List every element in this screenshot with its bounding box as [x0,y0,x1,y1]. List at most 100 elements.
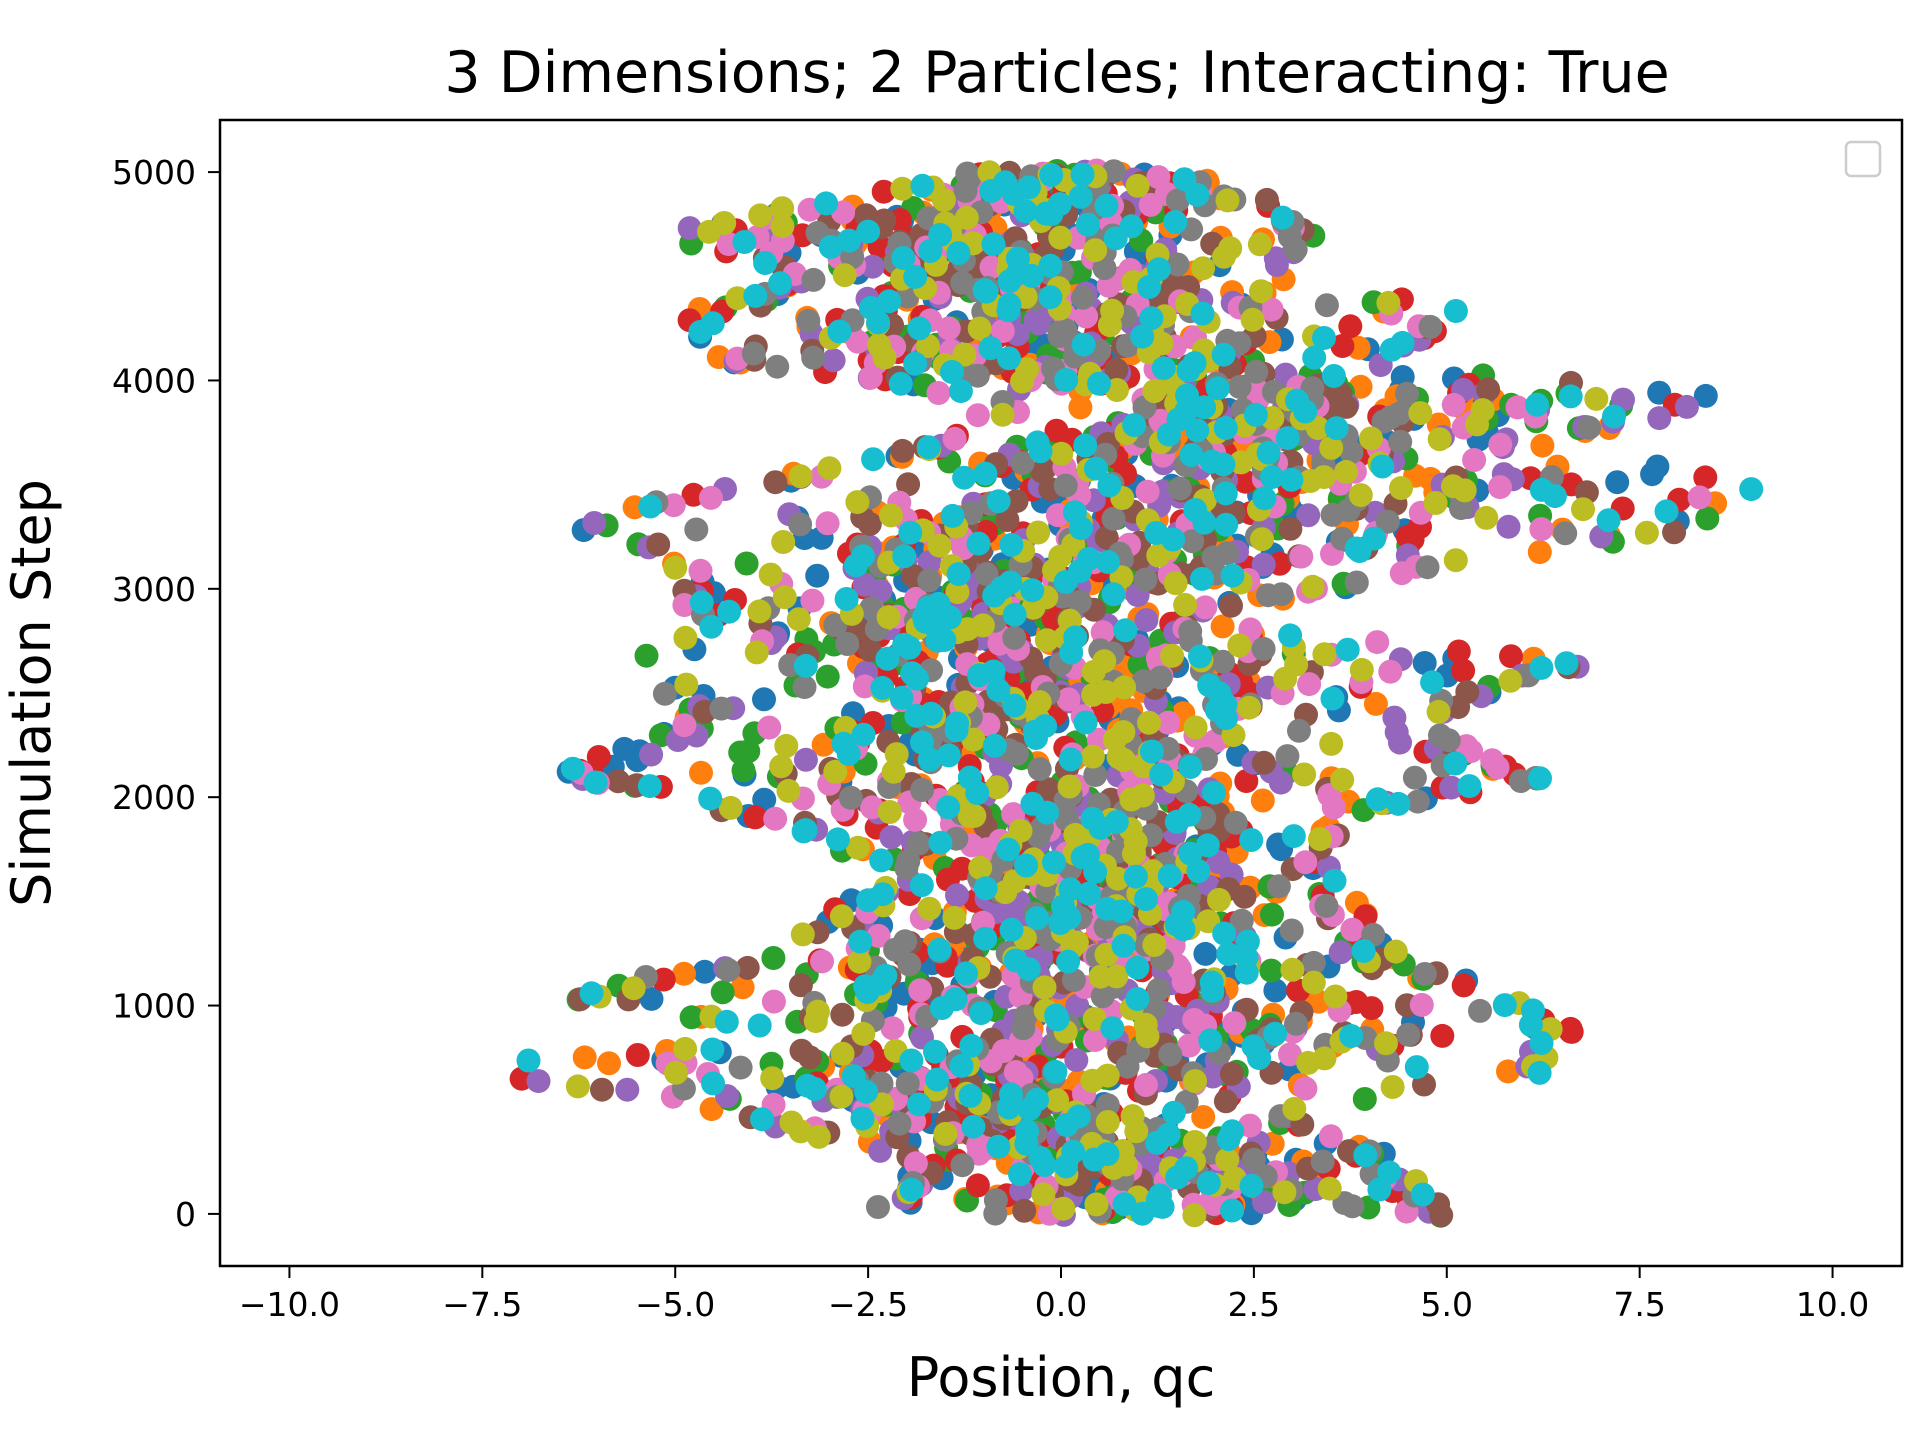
data-point [1171,899,1196,924]
data-point [1012,1198,1037,1223]
data-point [925,1067,950,1092]
data-point [997,346,1021,371]
data-point [761,989,786,1014]
data-point [1249,279,1273,304]
data-point [877,800,902,824]
data-point [793,818,818,843]
data-point [1301,970,1326,995]
data-point [1013,1004,1038,1029]
y-tick-label: 1000 [112,987,196,1026]
data-point [1320,686,1345,711]
data-point [586,745,611,769]
data-point [851,1021,876,1046]
data-point [790,922,815,947]
data-point [1146,165,1171,190]
data-point [867,333,891,358]
data-point [1025,906,1050,931]
data-point [818,235,843,259]
data-point [1092,649,1117,674]
data-point [1496,1059,1520,1084]
data-point [943,987,968,1012]
data-point [1662,520,1687,545]
data-point [1317,1176,1342,1201]
data-point [806,1124,831,1149]
data-point [1004,489,1029,514]
data-point [1529,477,1554,502]
data-point [835,632,860,656]
data-point [1182,1007,1207,1032]
y-tick-label: 2000 [112,778,196,817]
data-point [928,222,953,247]
data-point [1674,394,1699,419]
data-point [1213,416,1238,440]
data-point [1370,454,1395,479]
data-point [946,241,971,266]
data-point [1157,864,1182,888]
data-point [1383,939,1408,964]
data-point [847,949,872,974]
data-point [1220,1119,1245,1144]
data-point [516,1048,541,1073]
data-point [1605,470,1630,495]
data-point [1158,1042,1183,1067]
data-point [910,778,935,802]
data-point [1529,655,1554,680]
data-point [1402,765,1427,790]
data-point [889,685,914,710]
data-point [1427,427,1452,452]
data-point [1093,915,1118,940]
data-point [1070,162,1095,187]
data-point [1297,672,1322,697]
data-point [1330,767,1355,792]
data-point [1095,550,1120,574]
data-point [936,743,961,768]
data-point [871,179,896,204]
data-point [1165,252,1190,277]
data-point [1151,356,1176,381]
data-point [1211,342,1236,367]
data-point [999,1082,1023,1107]
data-point [1301,950,1326,975]
data-point [958,1083,983,1108]
data-point [1353,1143,1378,1168]
data-point [991,1039,1016,1063]
data-point [1349,657,1374,682]
data-point [753,251,778,275]
data-point [796,308,821,333]
data-point [752,787,777,812]
data-point [1104,357,1129,382]
data-point [1123,864,1148,889]
data-point [877,289,902,314]
data-point [1080,806,1105,831]
data-point [1044,1003,1069,1028]
data-point [890,438,915,463]
data-point [770,214,795,239]
data-point [1215,1147,1240,1172]
data-point [1183,715,1208,740]
data-point [916,435,941,460]
data-point [1693,465,1718,490]
data-point [1133,1012,1158,1037]
data-point [801,345,826,370]
data-point [903,1151,928,1176]
data-point [597,1051,621,1076]
data-point [1312,326,1336,350]
data-point [1100,1016,1125,1041]
data-point [1300,574,1325,599]
data-point [1412,962,1437,986]
data-point [879,825,904,850]
data-point [1213,1089,1238,1114]
data-point [990,319,1015,343]
data-point [969,1001,993,1026]
data-point [986,678,1011,703]
data-point [832,263,857,288]
data-point [1446,639,1471,664]
data-point [945,580,970,604]
data-point [698,485,723,510]
data-point [788,464,813,489]
data-point [1687,485,1712,510]
data-point [903,351,928,376]
y-tick-label: 4000 [112,361,196,400]
data-point [792,675,817,700]
data-point [898,520,923,545]
